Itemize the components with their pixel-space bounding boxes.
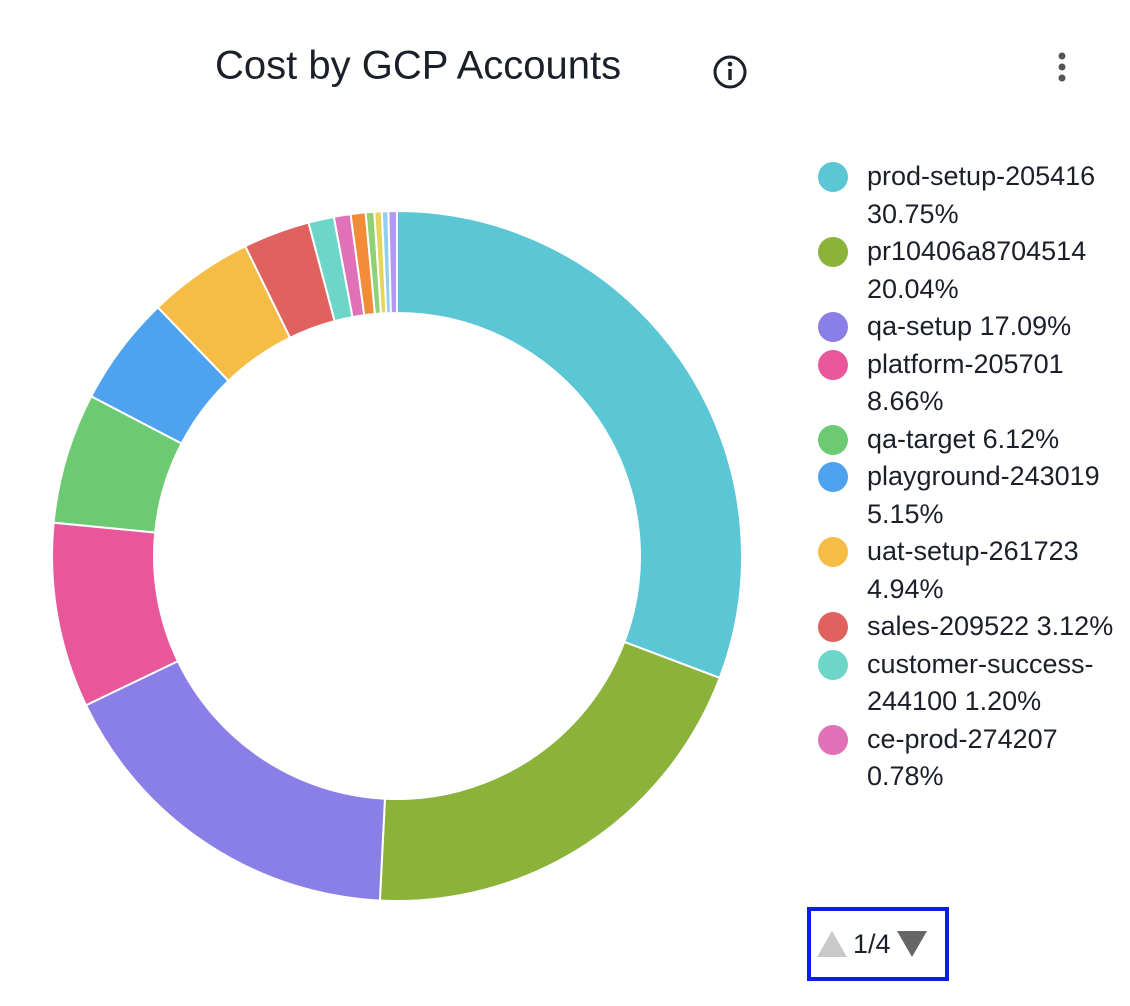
- legend-label: prod-setup-205416: [867, 161, 1096, 191]
- legend-value: 30.75%: [867, 198, 959, 229]
- legend-swatch: [818, 312, 848, 342]
- legend-item[interactable]: prod-setup-205416 30.75%: [814, 158, 1130, 233]
- chart-title: Cost by GCP Accounts: [215, 44, 621, 88]
- legend-label: sales-209522: [867, 611, 1030, 641]
- legend-swatch: [818, 612, 848, 642]
- legend-text: platform-205701 8.66%: [867, 346, 1130, 421]
- info-icon[interactable]: [713, 55, 747, 89]
- legend-swatch: [818, 349, 848, 380]
- legend: prod-setup-205416 30.75% pr10406a8704514 …: [814, 158, 1130, 900]
- slice[interactable]: [396, 209, 743, 680]
- legend-text: playground-243019 5.15%: [867, 458, 1130, 533]
- legend-value: 3.12%: [1036, 611, 1114, 641]
- legend-swatch: [818, 424, 848, 455]
- legend-swatch: [818, 724, 848, 755]
- legend-value: 5.15%: [867, 498, 944, 529]
- legend-text: uat-setup-261723 4.94%: [867, 533, 1130, 608]
- page-up[interactable]: [817, 931, 847, 957]
- legend-label: uat-setup-261723: [867, 536, 1079, 566]
- legend-text: ce-prod-274207 0.78%: [867, 721, 1130, 796]
- legend-label: ce-prod-274207: [867, 723, 1058, 754]
- slice[interactable]: [84, 659, 386, 902]
- legend-text: pr10406a8704514 20.04%: [867, 233, 1130, 308]
- legend-pager: 1/4: [807, 907, 949, 981]
- slice[interactable]: [387, 209, 398, 315]
- page-indicator: 1/4: [853, 928, 891, 959]
- legend-value: 20.04%: [867, 273, 959, 304]
- legend-value: 1.20%: [964, 686, 1042, 716]
- legend-swatch: [818, 462, 848, 492]
- legend-label: qa-setup: [867, 311, 973, 341]
- legend-item[interactable]: uat-setup-261723 4.94%: [814, 533, 1130, 608]
- legend-item[interactable]: qa-target 6.12%: [814, 421, 1130, 459]
- legend-value: 8.66%: [867, 386, 944, 416]
- legend-swatch: [818, 162, 848, 192]
- legend-text: prod-setup-205416 30.75%: [867, 158, 1130, 233]
- legend-value: 4.94%: [867, 573, 944, 604]
- legend-text: sales-209522 3.12%: [867, 608, 1130, 646]
- slice[interactable]: [378, 640, 722, 902]
- legend-item[interactable]: pr10406a8704514 20.04%: [814, 233, 1130, 308]
- legend-value: 17.09%: [979, 311, 1072, 341]
- legend-text: customer-success-244100 1.20%: [867, 646, 1130, 721]
- legend-value: 6.12%: [982, 423, 1060, 454]
- legend-label: platform-205701: [867, 348, 1064, 379]
- legend-swatch: [818, 537, 848, 567]
- donut: [51, 209, 743, 902]
- legend-label: customer-success-244100: [867, 648, 1094, 717]
- legend-item[interactable]: qa-setup 17.09%: [814, 308, 1130, 346]
- legend-text: qa-target 6.12%: [867, 421, 1130, 459]
- legend-text: qa-setup 17.09%: [867, 308, 1130, 346]
- menu-button[interactable]: [1058, 52, 1066, 82]
- legend-swatch: [818, 237, 848, 267]
- legend-item[interactable]: customer-success-244100 1.20%: [814, 646, 1130, 721]
- legend-label: playground-243019: [867, 461, 1100, 491]
- legend-item[interactable]: ce-prod-274207 0.78%: [814, 721, 1130, 796]
- legend-item[interactable]: platform-205701 8.66%: [814, 346, 1130, 421]
- legend-value: 0.78%: [867, 761, 944, 791]
- legend-swatch: [818, 649, 848, 680]
- page-down[interactable]: [896, 931, 927, 957]
- legend-item[interactable]: playground-243019 5.15%: [814, 458, 1130, 533]
- legend-item[interactable]: sales-209522 3.12%: [814, 608, 1130, 646]
- legend-label: qa-target: [867, 423, 976, 454]
- legend-label: pr10406a8704514: [867, 236, 1087, 266]
